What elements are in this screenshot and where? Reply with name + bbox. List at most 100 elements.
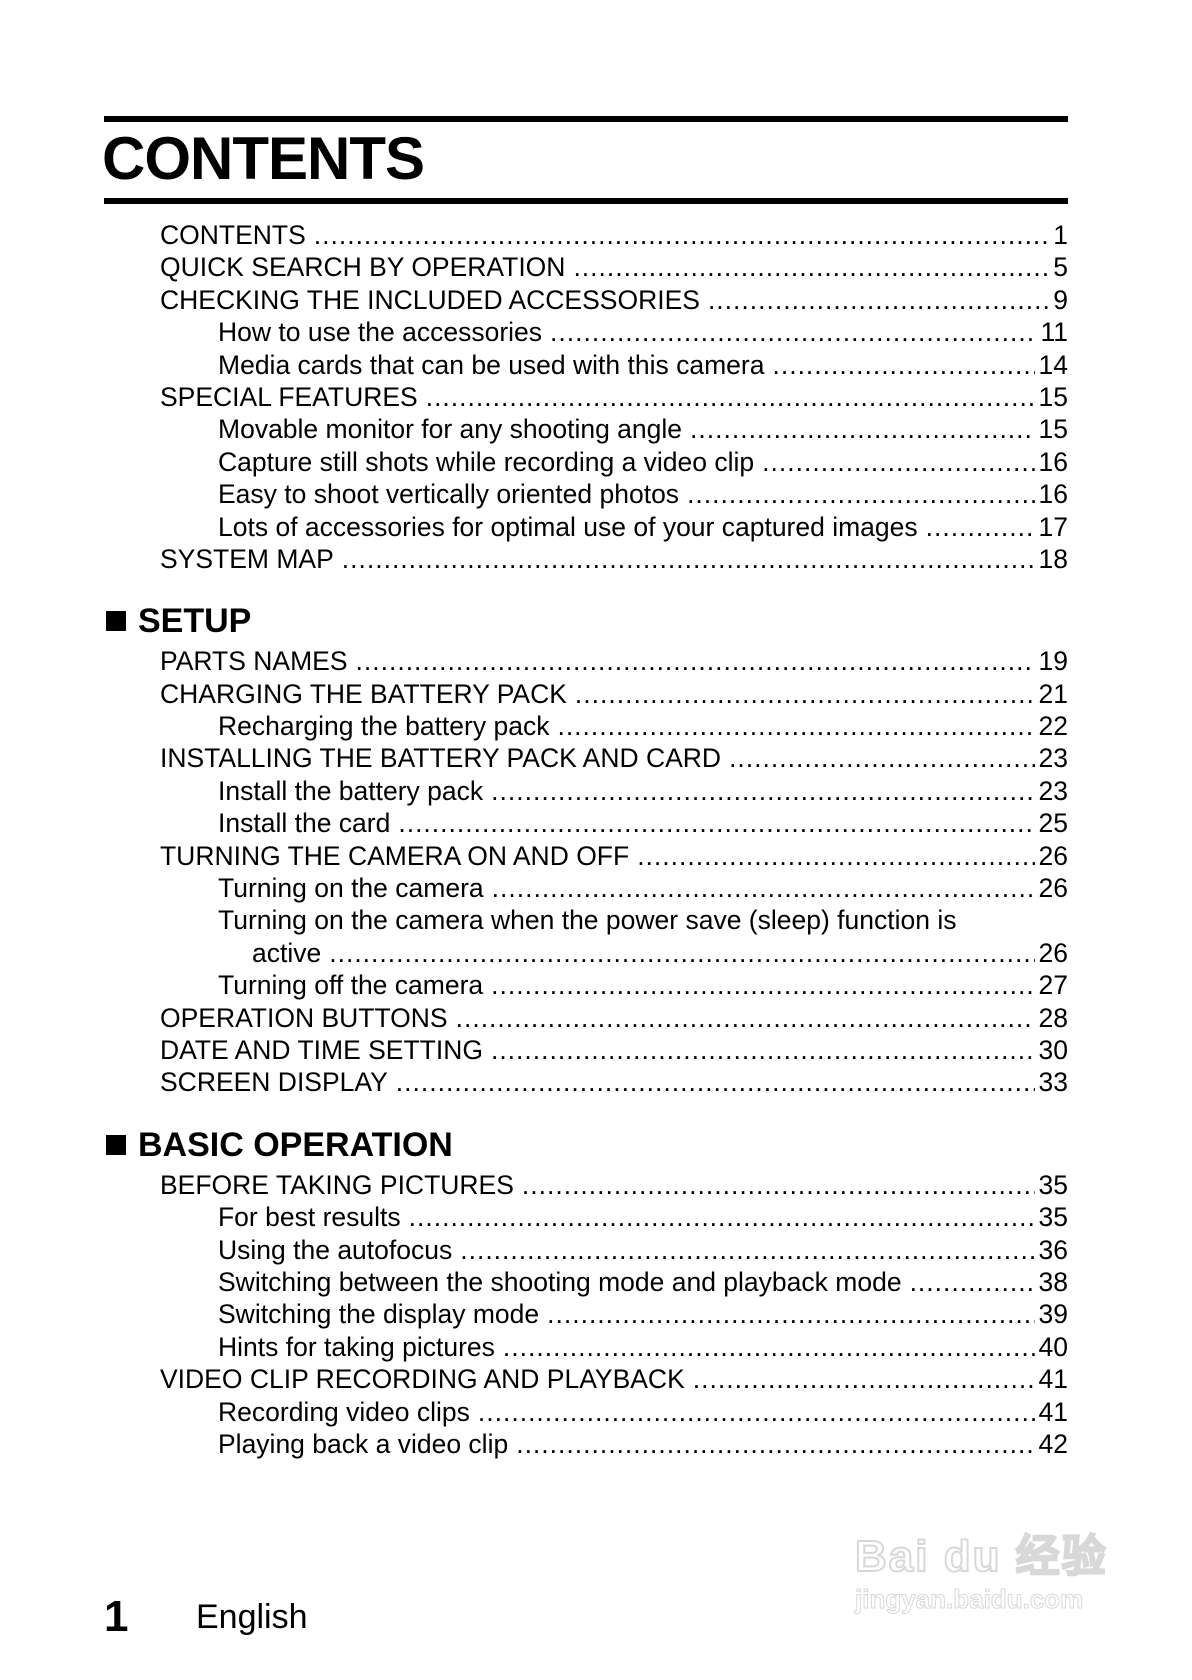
section-heading: BASIC OPERATION <box>104 1125 1068 1165</box>
toc-entry-label: QUICK SEARCH BY OPERATION <box>160 252 566 283</box>
toc-entry[interactable]: Playing back a video clip 42 <box>104 1428 1068 1460</box>
toc-entry-page: 30 <box>1038 1034 1068 1065</box>
toc-entry[interactable]: Turning off the camera 27 <box>104 969 1068 1001</box>
toc-entry[interactable]: active 26 <box>104 937 1068 969</box>
toc-entry[interactable]: SPECIAL FEATURES 15 <box>104 381 1068 413</box>
toc-entry[interactable]: Media cards that can be used with this c… <box>104 349 1068 381</box>
toc-entry-label: Using the autofocus <box>218 1234 453 1265</box>
dot-leader <box>398 807 1034 839</box>
watermark-url: jingyan.baidu.com <box>855 1584 1084 1615</box>
dot-leader <box>314 219 1050 251</box>
toc-entry-label: Lots of accessories for optimal use of y… <box>218 511 918 542</box>
toc-entry-label: Easy to shoot vertically oriented photos <box>218 479 680 510</box>
dot-leader <box>547 1298 1034 1330</box>
toc-entry-page: 1 <box>1053 220 1068 250</box>
dot-leader <box>550 316 1036 348</box>
toc-entry[interactable]: Switching the display mode 39 <box>104 1298 1068 1330</box>
toc-entry[interactable]: Recharging the battery pack 22 <box>104 710 1068 742</box>
toc-entry[interactable]: Easy to shoot vertically oriented photos… <box>104 478 1068 510</box>
toc-entry-page: 41 <box>1038 1364 1068 1395</box>
toc-entry-page: 42 <box>1038 1428 1068 1459</box>
toc-entry-label: Turning on the camera <box>218 873 484 904</box>
toc-entry-page: 5 <box>1053 252 1068 283</box>
toc-entry[interactable]: Turning on the camera when the power sav… <box>104 904 1068 936</box>
toc-entry[interactable]: Lots of accessories for optimal use of y… <box>104 511 1068 543</box>
toc-entry[interactable]: How to use the accessories 11 <box>104 316 1068 348</box>
toc-entry[interactable]: CHECKING THE INCLUDED ACCESSORIES 9 <box>104 284 1068 316</box>
toc-entry-page: 28 <box>1038 1002 1068 1033</box>
dot-leader <box>926 511 1035 543</box>
toc-entry[interactable]: DATE AND TIME SETTING 30 <box>104 1034 1068 1066</box>
toc-entry-label: PARTS NAMES <box>160 646 348 677</box>
toc-entry-page: 23 <box>1038 775 1068 806</box>
toc-entry[interactable]: INSTALLING THE BATTERY PACK AND CARD 23 <box>104 742 1068 774</box>
dot-leader <box>762 446 1034 478</box>
toc-entry-label: Media cards that can be used with this c… <box>218 349 765 380</box>
dot-leader <box>426 381 1035 413</box>
toc-entry[interactable]: BEFORE TAKING PICTURES 35 <box>104 1169 1068 1201</box>
dot-leader <box>573 251 1049 283</box>
toc-entry-page: 40 <box>1038 1331 1068 1362</box>
dot-leader <box>729 742 1034 774</box>
toc-entry-page: 27 <box>1038 970 1068 1001</box>
toc-entry-page: 26 <box>1038 840 1068 871</box>
toc-entry-label: VIDEO CLIP RECORDING AND PLAYBACK <box>160 1364 685 1395</box>
toc-entry-label: OPERATION BUTTONS <box>160 1002 448 1033</box>
toc-entry[interactable]: Install the card 25 <box>104 807 1068 839</box>
toc-entry[interactable]: SCREEN DISPLAY 33 <box>104 1066 1068 1098</box>
toc-entry[interactable]: Hints for taking pictures 40 <box>104 1331 1068 1363</box>
toc-entry[interactable]: TURNING THE CAMERA ON AND OFF 26 <box>104 840 1068 872</box>
toc-entry-label: DATE AND TIME SETTING <box>160 1034 483 1065</box>
toc-entry-label: Switching between the shooting mode and … <box>218 1266 902 1297</box>
dot-leader <box>910 1266 1035 1298</box>
dot-leader <box>456 1002 1035 1034</box>
toc-entry[interactable]: CHARGING THE BATTERY PACK 21 <box>104 678 1068 710</box>
dot-leader <box>575 678 1035 710</box>
toc-entry[interactable]: Capture still shots while recording a vi… <box>104 446 1068 478</box>
toc-entry-label: CONTENTS <box>160 220 306 250</box>
toc-entry-label: SYSTEM MAP <box>160 543 334 574</box>
dot-leader <box>557 710 1034 742</box>
toc-entry-page: 26 <box>1038 937 1068 968</box>
dot-leader <box>491 969 1034 1001</box>
page-title: CONTENTS <box>102 125 425 192</box>
dot-leader <box>637 840 1034 872</box>
toc-entry[interactable]: Movable monitor for any shooting angle 15 <box>104 413 1068 445</box>
toc-entry-page: 14 <box>1038 349 1068 380</box>
toc-entry[interactable]: SYSTEM MAP 18 <box>104 543 1068 575</box>
toc-entry[interactable]: Turning on the camera 26 <box>104 872 1068 904</box>
toc-entry-label: Recording video clips <box>218 1396 470 1427</box>
square-bullet-icon <box>106 611 126 632</box>
dot-leader <box>772 349 1034 381</box>
toc-entry[interactable]: For best results 35 <box>104 1201 1068 1233</box>
toc-entry[interactable]: QUICK SEARCH BY OPERATION 5 <box>104 251 1068 283</box>
toc-entry-label: Movable monitor for any shooting angle <box>218 414 683 445</box>
toc-entry-page: 36 <box>1038 1234 1068 1265</box>
language-label: English <box>196 1598 308 1636</box>
toc-entry-page: 19 <box>1038 646 1068 677</box>
toc-entry-label: Capture still shots while recording a vi… <box>218 446 755 477</box>
toc-entry[interactable]: OPERATION BUTTONS 28 <box>104 1002 1068 1034</box>
toc-entry-page: 22 <box>1038 711 1068 742</box>
dot-leader <box>396 1066 1035 1098</box>
toc-entry[interactable]: VIDEO CLIP RECORDING AND PLAYBACK 41 <box>104 1363 1068 1395</box>
toc-entry-page: 35 <box>1038 1202 1068 1233</box>
toc-entry[interactable]: CONTENTS 1 <box>104 219 1068 251</box>
dot-leader <box>491 1034 1035 1066</box>
toc-entry[interactable]: PARTS NAMES 19 <box>104 645 1068 677</box>
toc-entry[interactable]: Install the battery pack 23 <box>104 775 1068 807</box>
toc-entry[interactable]: Using the autofocus 36 <box>104 1234 1068 1266</box>
dot-leader <box>708 284 1049 316</box>
toc-entry[interactable]: Switching between the shooting mode and … <box>104 1266 1068 1298</box>
toc-entry-label: Turning on the camera when the power sav… <box>218 905 957 936</box>
toc-entry[interactable]: Recording video clips 41 <box>104 1396 1068 1428</box>
dot-leader <box>356 645 1035 677</box>
toc-entry-label: TURNING THE CAMERA ON AND OFF <box>160 840 630 871</box>
toc-entry-page: 18 <box>1038 543 1068 574</box>
toc-entry-page: 39 <box>1038 1299 1068 1330</box>
dot-leader <box>478 1396 1035 1428</box>
toc-entry-page: 15 <box>1038 381 1068 412</box>
square-bullet-icon <box>106 1134 126 1155</box>
watermark-logo: Bai du 经验 <box>854 1531 1108 1582</box>
toc-entry-label: CHARGING THE BATTERY PACK <box>160 678 567 709</box>
